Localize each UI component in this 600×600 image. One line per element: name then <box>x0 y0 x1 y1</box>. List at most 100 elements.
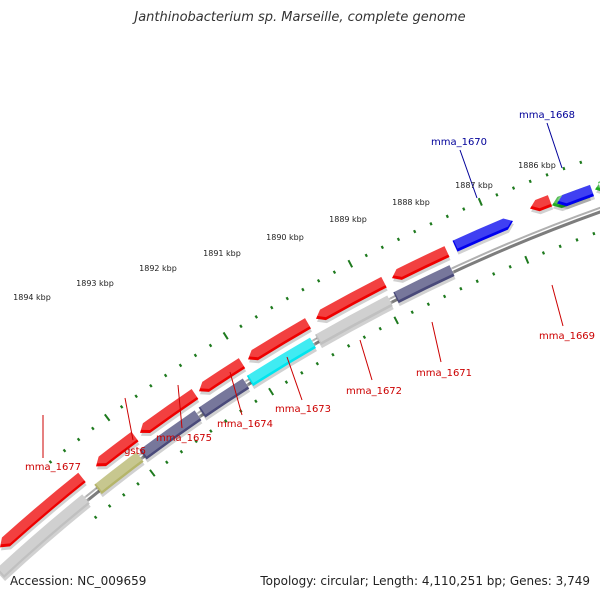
outer-tick-minor <box>380 245 384 250</box>
inner-tick-minor <box>93 515 98 520</box>
gene-mma_1674[interactable] <box>198 375 251 421</box>
inner-tick-minor <box>254 399 258 404</box>
outer-tick-minor <box>429 222 433 226</box>
gene-highlight <box>198 375 250 415</box>
leader-mma_1674 <box>229 371 243 416</box>
inner-scale-ticks <box>93 231 596 520</box>
outer-tick-minor <box>163 373 168 378</box>
gene-highlight <box>246 334 317 384</box>
genome-summary-text: Topology: circular; Length: 4,110,251 bp… <box>260 574 590 588</box>
gene-arrow <box>393 265 455 304</box>
inner-tick-minor <box>459 286 463 291</box>
gene-label-mma_1670[interactable]: mma_1670 <box>431 137 487 148</box>
scale-label: 1893 kbp <box>76 279 114 288</box>
outer-tick-major <box>222 331 229 340</box>
outer-tick-minor <box>396 237 401 242</box>
inner-tick-minor <box>284 380 289 385</box>
gene-mma_1672[interactable] <box>315 292 394 349</box>
gene-highlight <box>96 428 139 464</box>
leader-mma_1675 <box>177 384 183 429</box>
gene-label-gst6[interactable]: gst6 <box>124 446 146 457</box>
inner-tick-minor <box>426 302 431 307</box>
outer-tick-minor <box>528 179 532 184</box>
outer-tick-minor <box>62 448 67 453</box>
outer-tick-minor <box>301 287 305 292</box>
gene-feature-12[interactable] <box>0 491 91 581</box>
gene-arrow <box>315 295 393 346</box>
outer-tick-minor <box>462 207 466 211</box>
gene-highlight <box>393 262 455 301</box>
gene-arrow <box>557 184 595 207</box>
gene-arrow <box>452 218 513 252</box>
gene-highlight <box>315 292 393 343</box>
inner-tick-minor <box>592 231 596 236</box>
outer-tick-minor <box>193 353 198 358</box>
inner-tick-minor <box>300 370 304 375</box>
gene-label-mma_1672[interactable]: mma_1672 <box>346 386 402 397</box>
leader-mma_1671 <box>431 321 442 363</box>
outer-tick-minor <box>562 166 566 171</box>
gene-feature-3[interactable] <box>557 181 596 210</box>
gene-features[interactable] <box>0 178 600 581</box>
scale-label: 1890 kbp <box>266 233 304 242</box>
gene-feature-10[interactable] <box>316 273 388 324</box>
inner-tick-minor <box>558 244 562 249</box>
gene-mma_1675[interactable] <box>139 407 203 463</box>
gene-feature-7[interactable] <box>140 386 200 436</box>
backbone-arc <box>85 210 600 503</box>
inner-tick-minor <box>575 238 579 242</box>
gene-mma_1677[interactable] <box>0 469 87 551</box>
inner-tick-minor <box>362 335 367 340</box>
gene-highlight <box>530 192 553 209</box>
inner-tick-minor <box>209 429 213 433</box>
gene-mma_1669[interactable] <box>530 192 554 215</box>
gene-highlight <box>392 243 450 277</box>
gene-gst6[interactable] <box>94 449 145 498</box>
gene-highlight <box>139 407 202 457</box>
gene-mma_1670[interactable] <box>452 215 514 255</box>
gene-label-mma_1673[interactable]: mma_1673 <box>275 404 331 415</box>
gene-feature-6[interactable] <box>96 428 140 470</box>
gene-arrow <box>96 431 139 467</box>
gene-feature-2[interactable] <box>595 178 600 196</box>
outer-tick-minor <box>48 460 53 464</box>
inner-tick-minor <box>331 352 335 357</box>
gene-label-mma_1671[interactable]: mma_1671 <box>416 368 472 379</box>
outer-tick-minor <box>545 173 549 177</box>
gene-arrow <box>530 195 553 212</box>
outer-tick-minor <box>239 324 243 329</box>
outer-tick-minor <box>316 278 321 283</box>
gene-highlight <box>0 491 90 575</box>
gene-feature-9[interactable] <box>248 315 312 364</box>
gene-arrow <box>140 389 199 433</box>
outer-tick-minor <box>254 315 259 319</box>
outer-tick-minor <box>579 160 583 165</box>
gene-highlight <box>94 449 144 492</box>
gene-label-mma_1669[interactable]: mma_1669 <box>539 331 595 342</box>
gene-label-mma_1674[interactable]: mma_1674 <box>217 419 273 430</box>
scale-label: 1887 kbp <box>455 181 493 190</box>
inner-tick-major <box>524 255 530 264</box>
inner-tick-minor <box>315 361 320 366</box>
inner-tick-minor <box>378 326 382 331</box>
gene-label-mma_1675[interactable]: mma_1675 <box>156 433 212 444</box>
inner-tick-minor <box>165 460 169 465</box>
gene-mma_1671[interactable] <box>393 262 456 307</box>
gene-arrow <box>392 246 450 280</box>
gene-label-mma_1677[interactable]: mma_1677 <box>25 462 81 473</box>
inner-tick-minor <box>442 294 447 299</box>
gene-arrow <box>199 358 246 392</box>
scale-label: 1889 kbp <box>329 215 367 224</box>
inner-tick-minor <box>410 310 414 315</box>
outer-tick-minor <box>511 186 516 190</box>
outer-tick-major <box>103 413 111 422</box>
gene-mma_1673[interactable] <box>246 334 318 390</box>
gene-feature-11[interactable] <box>392 243 451 283</box>
backbone-shadow-arc <box>83 206 600 499</box>
gene-label-mma_1668[interactable]: mma_1668 <box>519 110 575 121</box>
gene-arrow <box>94 452 144 495</box>
gene-feature-8[interactable] <box>199 355 247 395</box>
inner-tick-minor <box>136 481 140 486</box>
